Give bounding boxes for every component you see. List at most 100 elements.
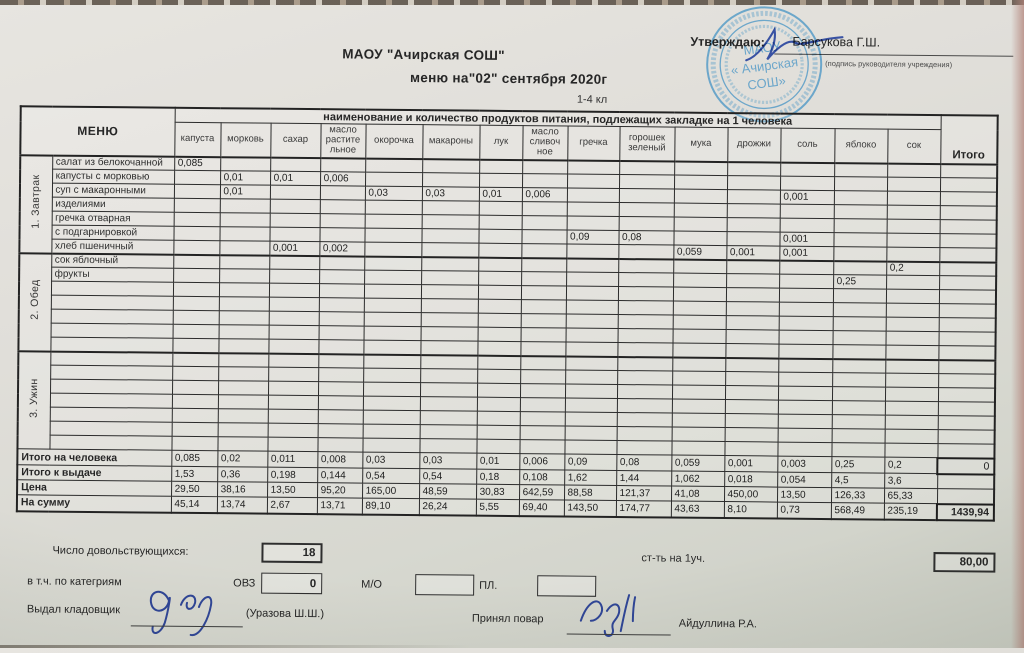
summary-qty-cell: 0,006 (519, 453, 565, 471)
qty-cell (725, 287, 780, 303)
section-label: 2. Обед (28, 279, 42, 320)
qty-cell (218, 310, 269, 326)
qty-cell (219, 240, 270, 256)
summary-total-cell (937, 488, 995, 505)
qty-cell: 0,002 (319, 241, 365, 257)
qty-cell (421, 200, 479, 216)
summary-qty-cell: 13,50 (777, 487, 832, 503)
row-total-cell (939, 205, 997, 221)
qty-cell (363, 382, 421, 397)
qty-cell (673, 273, 727, 288)
dish-name: изделиями (51, 197, 174, 213)
qty-cell (172, 282, 220, 297)
qty-cell (778, 302, 833, 317)
qty-cell (886, 247, 940, 262)
qty-cell (521, 201, 567, 217)
product-column-header: сахар (270, 123, 321, 158)
qty-cell (477, 313, 521, 328)
qty-cell: 0,001 (779, 190, 835, 205)
qty-cell (520, 299, 566, 315)
summary-label: На сумму (16, 494, 172, 513)
row-total-cell (937, 401, 996, 417)
qty-cell (171, 408, 218, 423)
summary-qty-cell: 8,10 (723, 501, 778, 519)
cook-name: Айдуллина Р.А. (678, 617, 757, 631)
qty-cell (269, 185, 321, 200)
qty-cell (617, 370, 673, 386)
summary-qty-cell: 38,16 (217, 481, 268, 498)
qty-cell (565, 328, 618, 343)
row-total-cell (938, 331, 996, 347)
product-column-header: яблоко (834, 128, 888, 164)
qty-cell (885, 289, 940, 304)
qty-cell (363, 340, 421, 355)
grade-label: 1-4 кл (576, 93, 608, 106)
qty-cell (217, 394, 269, 410)
qty-cell (476, 425, 520, 440)
dish-name (49, 435, 172, 451)
summary-qty-cell: 0,01 (476, 453, 520, 470)
scan-bottom-edge (0, 645, 472, 648)
qty-cell (564, 398, 617, 413)
qty-cell (886, 191, 941, 206)
qty-cell (317, 409, 363, 425)
summary-qty-cell: 642,59 (519, 484, 565, 501)
qty-cell (268, 325, 319, 340)
qty-cell (173, 184, 221, 199)
storekeeper-name: (Уразова Ш.Ш.) (245, 607, 325, 621)
row-total-cell (937, 443, 995, 459)
qty-cell (725, 301, 779, 317)
total-header-cell: Итого (940, 115, 998, 165)
qty-cell (363, 354, 421, 369)
row-total-cell (940, 177, 998, 193)
qty-cell (777, 386, 833, 401)
qty-cell (268, 339, 319, 354)
qty-cell (268, 297, 319, 312)
qty-cell (566, 188, 620, 203)
qty-cell (833, 218, 887, 234)
qty-cell (724, 413, 778, 429)
qty-cell (885, 359, 939, 374)
qty-cell (777, 428, 832, 443)
summary-qty-cell: 41,08 (671, 486, 725, 502)
qty-cell (618, 272, 674, 288)
qty-cell (269, 269, 320, 284)
qty-cell (319, 213, 365, 229)
qty-cell (319, 199, 365, 215)
summary-qty-cell: 0,25 (831, 456, 885, 474)
dish-name: с подгарнировкой (51, 225, 174, 241)
pl-label: ПЛ. (479, 579, 498, 592)
qty-cell (565, 300, 618, 315)
summary-qty-cell: 0,08 (616, 454, 672, 472)
summary-qty-cell: 165,00 (362, 483, 420, 499)
qty-cell (671, 427, 725, 442)
qty-cell (521, 271, 567, 287)
qty-cell (884, 443, 938, 458)
qty-cell (885, 317, 939, 332)
qty-cell (832, 344, 886, 360)
dish-name (50, 281, 174, 297)
qty-cell (520, 313, 566, 329)
qty-cell (267, 437, 318, 452)
qty-cell (477, 299, 521, 314)
summary-qty-cell: 143,50 (563, 500, 617, 517)
row-total-cell (938, 289, 997, 305)
qty-cell (476, 439, 520, 454)
product-column-header: мука (674, 127, 728, 162)
qty-cell (171, 436, 218, 451)
summary-qty-cell: 0,059 (671, 455, 725, 472)
qty-cell (362, 438, 420, 453)
summary-qty-cell: 88,58 (564, 485, 617, 501)
qty-cell (618, 216, 674, 232)
qty-cell (364, 256, 422, 271)
qty-cell (617, 286, 674, 302)
qty-cell (172, 352, 219, 367)
qty-cell (268, 311, 319, 326)
qty-cell (519, 425, 565, 441)
qty-cell: 0,01 (220, 170, 271, 186)
qty-cell (673, 203, 727, 218)
qty-cell (267, 423, 318, 438)
qty-cell (522, 173, 568, 189)
qty-cell: 0,08 (618, 230, 674, 246)
summary-qty-cell: 0,54 (362, 468, 420, 484)
